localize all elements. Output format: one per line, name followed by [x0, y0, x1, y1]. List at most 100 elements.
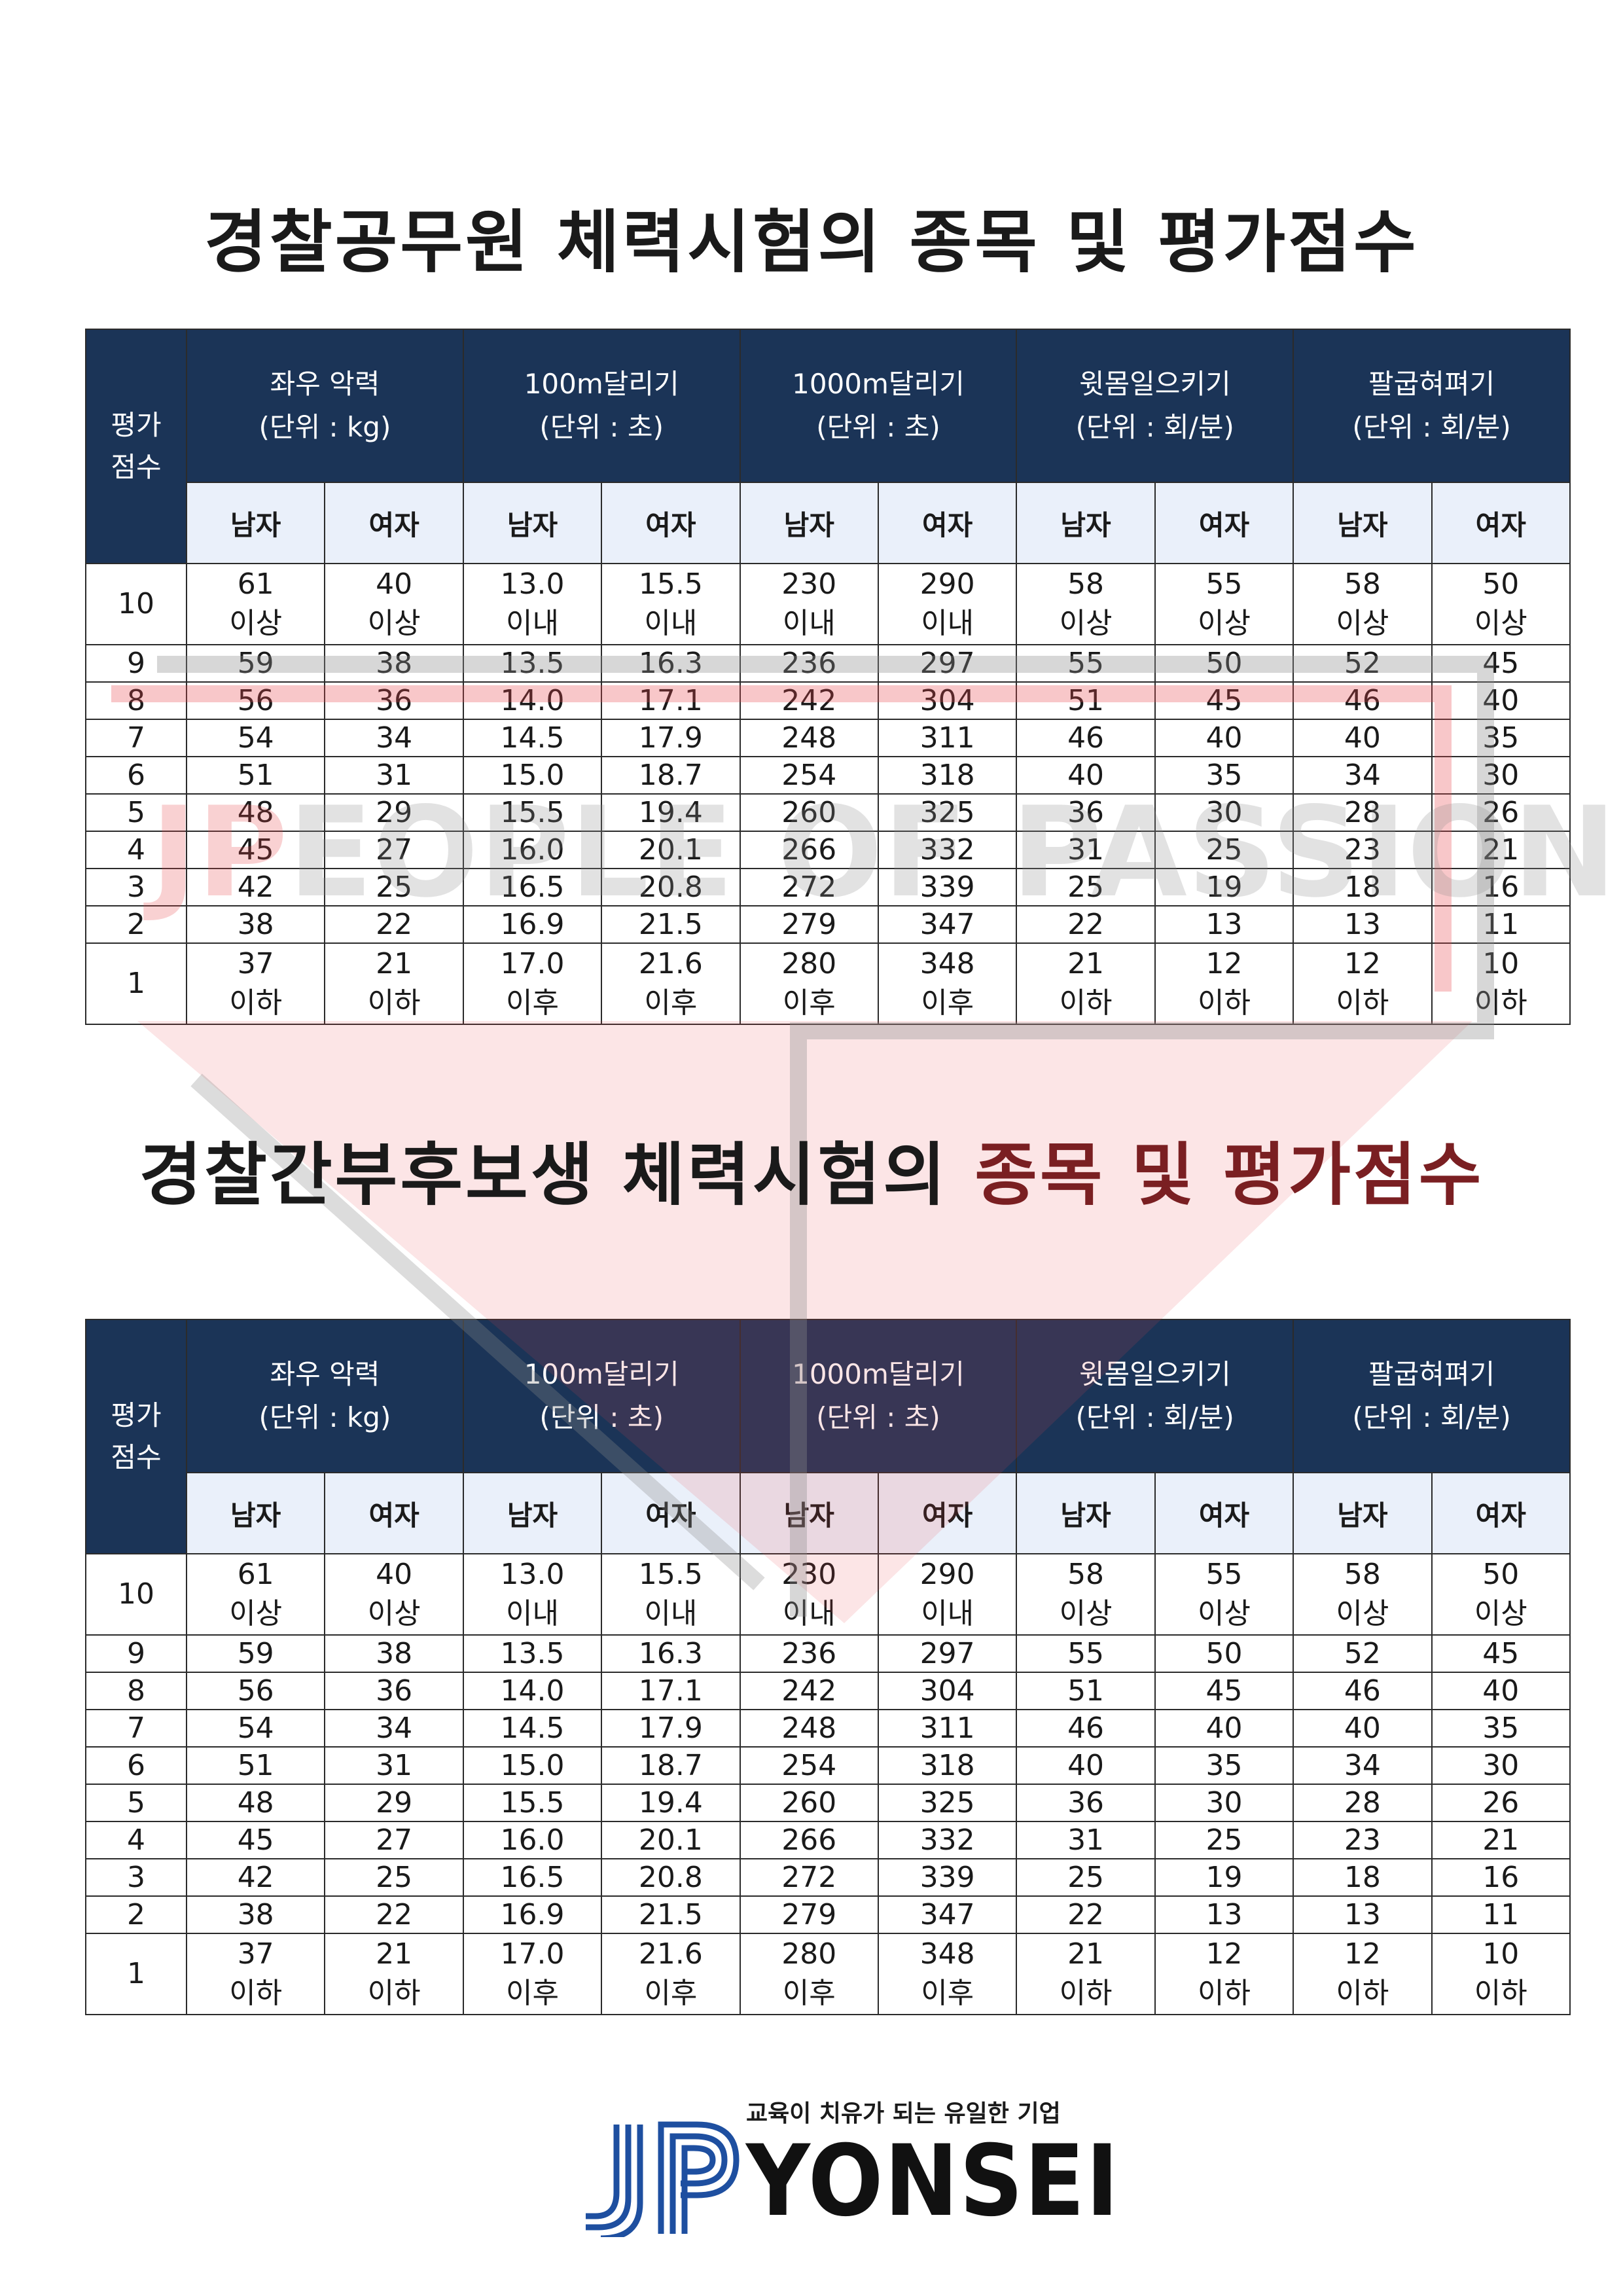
- event-unit: (단위 : 초): [816, 1401, 940, 1433]
- score-cell: 3: [85, 868, 187, 906]
- event-name: 좌우 악력: [270, 1358, 380, 1390]
- table-row: 5 48 29 15.5 19.4 260 325 36 30 28 26: [85, 1784, 1571, 1822]
- table-row: 2 38 22 16.9 21.5 279 347 22 13 13 11: [85, 905, 1571, 944]
- value-cell: 54: [185, 1709, 326, 1748]
- score-cell: 3: [85, 1858, 187, 1897]
- value-cell: 16.5: [462, 868, 603, 906]
- score-cell: 10: [85, 563, 187, 645]
- table-row: 10 61 이상 40 이상 13.0 이내 15.5 이내 230 이내 290 이내 58 이상 55 이상…: [85, 1553, 1571, 1636]
- value-note: 이후: [506, 986, 559, 1020]
- value-cell: 348 이후: [877, 942, 1018, 1025]
- value-cell: 18.7: [601, 1746, 741, 1785]
- value-cell: 16.5: [462, 1858, 603, 1897]
- table-row: 3 42 25 16.5 20.8 272 339 25 19 18 16: [85, 1858, 1571, 1897]
- value-cell: 15.0: [462, 1746, 603, 1785]
- header-score-line2: 점수: [111, 451, 162, 483]
- table-row: 1 37 이하 21 이하 17.0 이후 21.6 이후 280 이후 348 이후 21 이하 12 이하 1…: [85, 1933, 1571, 2015]
- value-cell: 348 이후: [877, 1933, 1018, 2015]
- value-note: 이내: [644, 607, 698, 640]
- value-cell: 10 이하: [1431, 942, 1571, 1025]
- header-male: 남자: [1016, 482, 1156, 564]
- value-cell: 48: [185, 1784, 326, 1822]
- score-cell: 7: [85, 719, 187, 757]
- score-cell: 8: [85, 681, 187, 720]
- value-cell: 28: [1293, 793, 1433, 832]
- value-cell: 58 이상: [1293, 1553, 1433, 1636]
- jp-logo-icon: [586, 2121, 740, 2237]
- header-female: 여자: [601, 1472, 741, 1554]
- value-cell: 46: [1293, 1672, 1433, 1710]
- value-cell: 55: [1016, 1634, 1156, 1673]
- value-cell: 40: [1431, 1672, 1571, 1710]
- value-cell: 28: [1293, 1784, 1433, 1822]
- value-cell: 304: [877, 681, 1018, 720]
- value-cell: 311: [877, 719, 1018, 757]
- value-note: 이하: [1197, 986, 1251, 1020]
- header-event: 윗몸일으키기 (단위 : 회/분): [1016, 329, 1294, 483]
- value-note: 이하: [1336, 1977, 1389, 2010]
- value-cell: 34: [324, 1709, 464, 1748]
- value-cell: 45: [185, 1821, 326, 1859]
- title-cadet-plain: 경찰간부후보생 체력시험의: [139, 1135, 948, 1215]
- event-name: 1000m달리기: [792, 368, 965, 400]
- value-cell: 11: [1431, 1895, 1571, 1934]
- value-note: 이상: [367, 607, 421, 640]
- event-unit: (단위 : 초): [539, 411, 664, 443]
- value-cell: 254: [739, 756, 879, 795]
- value-cell: 40 이상: [324, 563, 464, 645]
- score-cell: 9: [85, 644, 187, 683]
- value-cell: 31: [1016, 1821, 1156, 1859]
- value-cell: 59: [185, 644, 326, 683]
- value-cell: 12 이하: [1293, 942, 1433, 1025]
- table-row: 9 59 38 13.5 16.3 236 297 55 50 52 45: [85, 644, 1571, 683]
- value-cell: 34: [324, 719, 464, 757]
- value-cell: 26: [1431, 793, 1571, 832]
- header-score-line1: 평가: [111, 409, 162, 441]
- value-note: 이하: [1059, 1977, 1113, 2010]
- value-number: 21.6: [638, 947, 703, 980]
- value-cell: 21.5: [601, 1895, 741, 1934]
- value-cell: 30: [1431, 1746, 1571, 1785]
- value-cell: 12 이하: [1154, 942, 1294, 1025]
- table-row: 9 59 38 13.5 16.3 236 297 55 50 52 45: [85, 1634, 1571, 1673]
- logo-tagline: 교육이 치유가 되는 유일한 기업: [746, 2100, 1061, 2127]
- value-cell: 55 이상: [1154, 563, 1294, 645]
- value-cell: 17.9: [601, 719, 741, 757]
- value-cell: 54: [185, 719, 326, 757]
- title-cadet-red: 종목 및 평가점수: [974, 1135, 1484, 1215]
- value-note: 이하: [229, 1977, 283, 2010]
- value-cell: 30: [1431, 756, 1571, 795]
- value-cell: 21.6 이후: [601, 942, 741, 1025]
- header-score-line1: 평가: [111, 1399, 162, 1431]
- value-number: 58: [1067, 567, 1105, 601]
- value-cell: 13: [1154, 905, 1294, 944]
- value-cell: 23: [1293, 831, 1433, 869]
- value-cell: 51: [185, 756, 326, 795]
- header-male: 남자: [739, 482, 879, 564]
- value-cell: 45: [1431, 1634, 1571, 1673]
- value-note: 이상: [229, 607, 283, 640]
- value-cell: 50 이상: [1431, 1553, 1571, 1636]
- score-cell: 4: [85, 1821, 187, 1859]
- value-note: 이후: [506, 1977, 559, 2010]
- value-note: 이상: [1197, 607, 1251, 640]
- value-cell: 50: [1154, 1634, 1294, 1673]
- value-number: 50: [1482, 1558, 1520, 1591]
- value-cell: 339: [877, 868, 1018, 906]
- value-cell: 297: [877, 1634, 1018, 1673]
- value-cell: 45: [1431, 644, 1571, 683]
- header-female: 여자: [601, 482, 741, 564]
- value-number: 40: [376, 1558, 413, 1591]
- value-cell: 30: [1154, 793, 1294, 832]
- header-score-line2: 점수: [111, 1441, 162, 1473]
- value-note: 이후: [921, 1977, 974, 2010]
- value-note: 이상: [1059, 607, 1113, 640]
- value-note: 이내: [921, 607, 974, 640]
- value-cell: 30: [1154, 1784, 1294, 1822]
- value-cell: 55 이상: [1154, 1553, 1294, 1636]
- header-row-gender: 남자 여자 남자 여자 남자 여자 남자 여자 남자 여자: [86, 1472, 1571, 1554]
- value-cell: 56: [185, 1672, 326, 1710]
- value-cell: 16.9: [462, 1895, 603, 1934]
- value-cell: 12 이하: [1154, 1933, 1294, 2015]
- value-cell: 21: [1431, 831, 1571, 869]
